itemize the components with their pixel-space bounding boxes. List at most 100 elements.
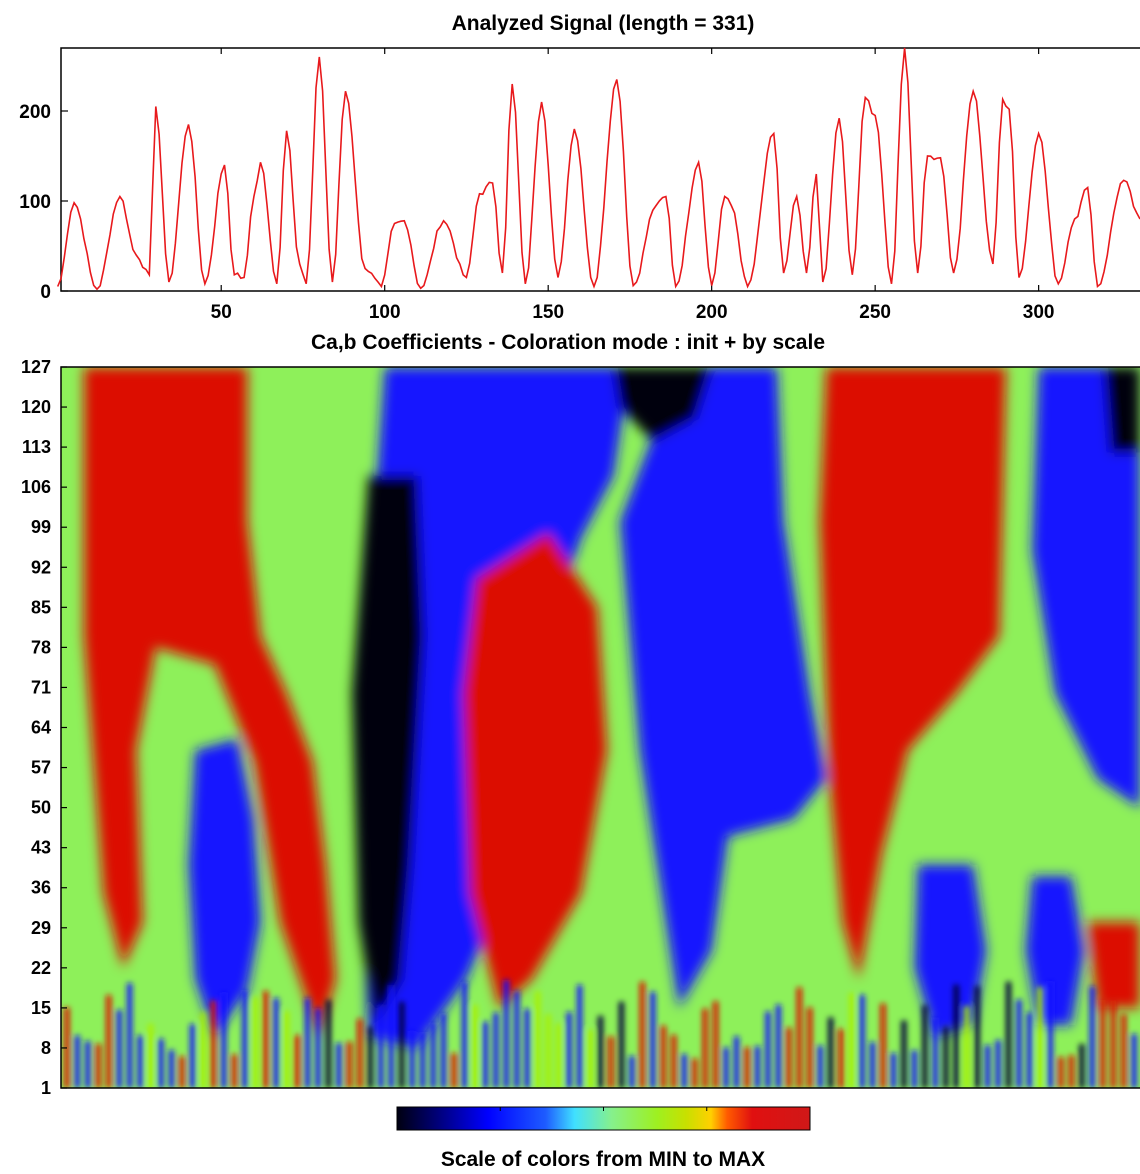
heatmap-stripe — [210, 1000, 216, 1088]
heatmap-stripe — [1110, 1000, 1116, 1088]
heatmap-region — [620, 367, 827, 1008]
heatmap-stripe — [399, 1001, 405, 1088]
signal-x-tick-label: 100 — [369, 302, 401, 323]
heatmap-y-tick-label: 1 — [41, 1078, 51, 1098]
heatmap-stripe — [95, 1043, 101, 1088]
heatmap-stripe — [943, 1026, 949, 1088]
heatmap-stripe — [367, 1026, 373, 1088]
signal-x-tick-label: 200 — [696, 302, 728, 323]
heatmap-y-tick-label: 71 — [31, 677, 51, 697]
heatmap-region — [83, 367, 336, 1037]
heatmap-stripe — [964, 1006, 970, 1088]
heatmap-y-tick-label: 50 — [31, 798, 51, 818]
heatmap-stripe — [273, 998, 279, 1088]
heatmap-stripe — [849, 993, 855, 1088]
heatmap-stripe — [838, 1028, 844, 1088]
heatmap-stripe — [1058, 1056, 1064, 1088]
heatmap-stripe — [388, 985, 394, 1088]
heatmap-stripe — [420, 1032, 426, 1088]
heatmap-stripe — [1068, 1055, 1074, 1088]
heatmap-stripe — [231, 1054, 237, 1088]
heatmap-stripe — [535, 991, 541, 1088]
heatmap-stripe — [775, 1004, 781, 1088]
heatmap-stripe — [639, 981, 645, 1088]
heatmap-stripe — [1047, 981, 1053, 1088]
signal-x-tick-label: 300 — [1023, 302, 1055, 323]
heatmap-y-tick-label: 106 — [21, 477, 51, 497]
signal-y-tick-label: 100 — [19, 192, 51, 213]
heatmap-stripe — [168, 1050, 175, 1088]
heatmap-region — [914, 864, 987, 1037]
heatmap-stripe — [472, 1005, 478, 1088]
heatmap-stripe — [263, 991, 269, 1088]
heatmap-stripe — [995, 1040, 1001, 1088]
heatmap-stripe — [430, 1022, 436, 1088]
heatmap-stripe — [221, 992, 227, 1088]
heatmap-y-tick-label: 22 — [31, 958, 51, 978]
heatmap-region — [352, 475, 424, 1026]
heatmap-y-tick-label: 113 — [22, 437, 51, 457]
heatmap-stripe — [869, 1042, 876, 1088]
heatmap-stripe — [514, 990, 520, 1088]
heatmap-stripe — [1079, 1044, 1085, 1088]
signal-title: Analyzed Signal (length = 331) — [452, 12, 755, 35]
coefficients-heatmap: 1 8 15 22 29 36 43 50 57 64 71 78 85 92 99 106 113 120 127 — [21, 357, 1140, 1098]
signal-y-tick-label: 0 — [40, 282, 51, 303]
heatmap-stripe — [1016, 999, 1022, 1088]
heatmap-stripe — [702, 1008, 708, 1088]
heatmap-stripe — [953, 984, 959, 1088]
heatmap-stripe — [242, 990, 248, 1088]
heatmap-stripe — [817, 1045, 823, 1088]
signal-y-tick-label: 200 — [19, 102, 51, 123]
heatmap-stripe — [556, 1023, 562, 1088]
heatmap-stripe — [158, 1038, 164, 1088]
heatmap-stripe — [137, 1035, 143, 1088]
heatmap-y-tick-label: 15 — [31, 998, 51, 1018]
heatmap-stripe — [828, 1017, 834, 1088]
heatmap-stripe — [482, 1021, 488, 1088]
heatmap-stripe — [671, 1034, 677, 1088]
heatmap-stripe — [74, 1035, 80, 1088]
heatmap-y-tick-label: 99 — [31, 517, 51, 537]
heatmap-stripe — [503, 979, 509, 1088]
heatmap-y-tick-label: 29 — [31, 918, 51, 938]
heatmap-stripe — [315, 1008, 321, 1088]
heatmap-stripe — [744, 1047, 750, 1088]
signal-x-tick-label: 50 — [211, 302, 232, 323]
heatmap-stripe — [587, 1030, 593, 1088]
heatmap-region — [1104, 367, 1140, 453]
heatmap-stripe — [932, 1017, 938, 1088]
signal-plot: 50 100 150 200 250 300 0 100 200 — [19, 47, 1140, 323]
colorbar: Scale of colors from MIN to MAX — [396, 1106, 811, 1171]
heatmap-stripe — [566, 1012, 572, 1088]
heatmap-stripe — [461, 981, 468, 1088]
heatmap-stripe — [284, 1011, 290, 1088]
heatmap-stripe — [911, 1050, 917, 1088]
heatmap-stripe — [1005, 981, 1012, 1088]
heatmap-stripe — [179, 1056, 185, 1088]
heatmap-stripe — [786, 1027, 792, 1088]
heatmap-stripe — [692, 1058, 698, 1088]
heatmap-stripe — [660, 1025, 666, 1088]
heatmap-region — [613, 367, 712, 442]
heatmap-region — [463, 532, 607, 1008]
heatmap-stripe — [378, 1004, 384, 1088]
heatmap-title: Ca,b Coefficients - Coloration mode : in… — [311, 331, 825, 354]
heatmap-stripe — [608, 1036, 614, 1088]
heatmap-stripe — [148, 1023, 154, 1088]
heatmap-stripe — [409, 1030, 415, 1088]
heatmap-stripe — [974, 986, 980, 1088]
heatmap-region — [819, 367, 1006, 980]
heatmap-stripe — [681, 1054, 687, 1088]
heatmap-stripe — [985, 1045, 991, 1088]
heatmap-stripe — [346, 1041, 352, 1088]
heatmap-stripe — [577, 984, 583, 1088]
heatmap-stripe — [1121, 1014, 1127, 1088]
signal-line — [56, 47, 1140, 291]
heatmap-stripe — [1037, 987, 1043, 1088]
heatmap-stripe — [493, 1012, 499, 1088]
heatmap-stripe — [1026, 1012, 1033, 1088]
heatmap-stripe — [901, 1020, 907, 1088]
heatmap-stripe — [304, 997, 311, 1088]
